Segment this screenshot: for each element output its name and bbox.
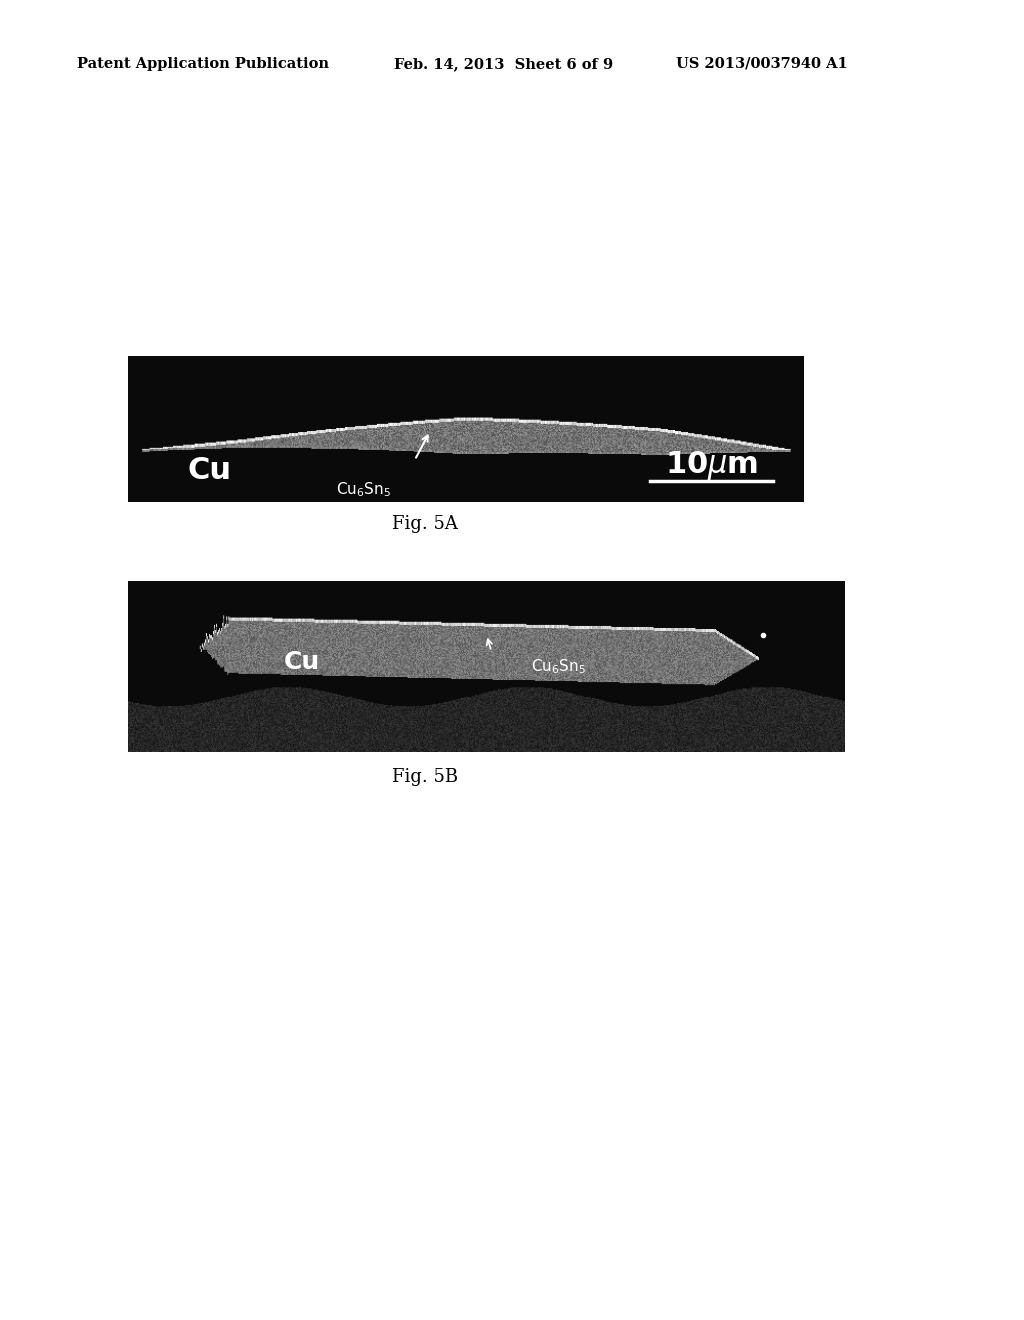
Text: 10$\mu$m: 10$\mu$m (665, 449, 759, 482)
Text: Fig. 5A: Fig. 5A (392, 515, 458, 533)
Text: Cu: Cu (284, 649, 321, 675)
Text: Feb. 14, 2013  Sheet 6 of 9: Feb. 14, 2013 Sheet 6 of 9 (394, 57, 613, 71)
Text: US 2013/0037940 A1: US 2013/0037940 A1 (676, 57, 848, 71)
Text: Cu$_6$Sn$_5$: Cu$_6$Sn$_5$ (530, 657, 586, 676)
Text: Cu: Cu (188, 455, 231, 484)
Text: Cu$_6$Sn$_5$: Cu$_6$Sn$_5$ (336, 479, 391, 499)
Text: Patent Application Publication: Patent Application Publication (77, 57, 329, 71)
Text: Fig. 5B: Fig. 5B (392, 768, 458, 787)
